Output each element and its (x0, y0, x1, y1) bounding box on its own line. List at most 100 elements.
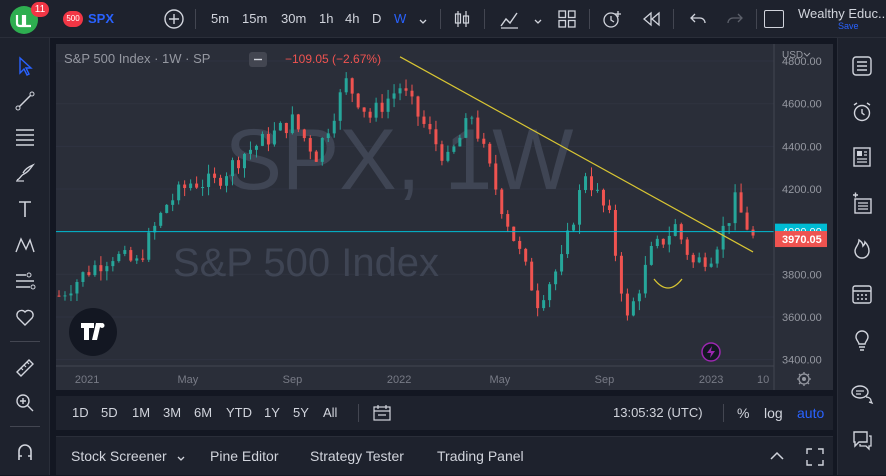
fib-retracement-icon[interactable] (13, 125, 37, 149)
clock[interactable]: 13:05:32 (UTC) (613, 405, 703, 420)
undo-icon[interactable] (687, 8, 709, 35)
interval-1h[interactable]: 1h (319, 11, 334, 26)
date-range-icon[interactable] (373, 405, 391, 426)
interval-30m[interactable]: 30m (281, 11, 307, 26)
time-tick-label: Sep (283, 374, 303, 386)
price-tick-label: 4200.00 (782, 184, 822, 196)
grid (56, 60, 774, 361)
interval-w[interactable]: W (394, 11, 407, 26)
lightbulb-icon[interactable] (850, 328, 874, 352)
candle-body (464, 118, 468, 138)
fullscreen-icon[interactable] (764, 10, 784, 28)
redo-icon[interactable] (724, 8, 746, 35)
time-tick-label: May (489, 374, 510, 386)
chevron-down-icon[interactable] (533, 14, 543, 32)
news-icon[interactable] (850, 145, 874, 169)
candle-body (482, 138, 486, 144)
indicators-icon[interactable] (498, 8, 520, 35)
candle-body (117, 253, 121, 262)
legend-change: −109.05 (−2.67%) (285, 52, 381, 66)
candle-body (123, 250, 127, 254)
bottom-panel-tabs: Stock Screener Pine Editor Strategy Test… (56, 436, 833, 475)
divider (673, 9, 674, 29)
range-ytd[interactable]: YTD (226, 405, 252, 420)
divider (195, 9, 196, 29)
add-list-icon[interactable] (850, 191, 874, 215)
chevron-up-icon[interactable] (768, 448, 786, 469)
time-tick-label: 2021 (75, 374, 99, 386)
text-icon[interactable] (13, 197, 37, 221)
trend-line-icon[interactable] (13, 89, 37, 113)
chat-icon[interactable] (850, 428, 874, 452)
tab-stock-screener[interactable]: Stock Screener (71, 448, 167, 464)
range-5y[interactable]: 5Y (293, 405, 309, 420)
range-3m[interactable]: 3M (163, 405, 182, 420)
cursor-icon[interactable] (13, 54, 37, 78)
tab-trading-panel[interactable]: Trading Panel (437, 448, 524, 464)
candles-icon[interactable] (451, 8, 473, 35)
replay-icon[interactable] (640, 8, 662, 35)
chevron-down-icon[interactable] (803, 52, 811, 57)
currency-label[interactable]: USD (782, 50, 803, 61)
range-5d[interactable]: 5D (101, 405, 118, 420)
interval-15m[interactable]: 15m (242, 11, 268, 26)
percent-toggle[interactable]: % (737, 405, 750, 421)
range-all[interactable]: All (323, 405, 338, 420)
log-toggle[interactable]: log (764, 405, 783, 421)
range-1d[interactable]: 1D (72, 405, 89, 420)
candle-body (320, 138, 324, 162)
magnet-icon[interactable] (13, 440, 37, 464)
divider (723, 404, 724, 422)
prediction-icon[interactable] (13, 269, 37, 293)
zoom-in-icon[interactable] (13, 391, 37, 415)
price-axis[interactable] (774, 44, 833, 390)
tradingview-logo-icon[interactable] (69, 308, 117, 356)
save-button[interactable]: Save (838, 21, 859, 31)
candle-body (607, 205, 611, 211)
candle-body (404, 88, 408, 91)
time-tick-label: 2023 (699, 374, 723, 386)
auto-toggle[interactable]: auto (797, 405, 825, 421)
alert-clock-icon[interactable] (601, 8, 623, 35)
settings-gear-icon[interactable] (797, 372, 811, 386)
interval-5m[interactable]: 5m (211, 11, 230, 26)
candle-body (57, 295, 61, 297)
range-1y[interactable]: 1Y (264, 405, 280, 420)
price-chart[interactable]: SPX, 1W S&P 500 Index USD 4800.00 4600.00… (56, 44, 833, 390)
tab-pine-editor[interactable]: Pine Editor (210, 448, 279, 464)
ruler-icon[interactable] (13, 356, 37, 380)
brush-icon[interactable] (13, 161, 37, 185)
alarm-clock-icon[interactable] (850, 100, 874, 124)
chat-bubbles-icon[interactable] (850, 382, 874, 406)
candle-body (601, 189, 605, 206)
candle-body (344, 78, 348, 93)
chevron-down-icon[interactable] (176, 451, 186, 469)
watchlist-icon[interactable] (850, 54, 874, 78)
maximize-icon[interactable] (806, 448, 824, 471)
cup-annotation[interactable] (653, 278, 683, 289)
compare-add-icon[interactable] (163, 8, 185, 30)
pattern-icon[interactable] (13, 233, 37, 257)
hotlist-fire-icon[interactable] (850, 237, 874, 261)
candle-body (284, 122, 288, 134)
interval-d[interactable]: D (372, 11, 382, 26)
interval-4h[interactable]: 4h (345, 11, 360, 26)
lightning-icon[interactable] (701, 342, 721, 362)
trend-line[interactable] (399, 56, 754, 253)
account-name[interactable]: Wealthy Educ... (798, 6, 886, 21)
layout-grid-icon[interactable] (556, 8, 578, 35)
divider (484, 9, 485, 29)
chart-pane[interactable]: SPX, 1W S&P 500 Index USD 4800.00 4600.00… (56, 44, 833, 390)
candle-body (595, 189, 599, 191)
tab-strategy-tester[interactable]: Strategy Tester (310, 448, 404, 464)
chevron-down-icon[interactable] (418, 14, 428, 32)
candle-body (75, 281, 79, 294)
range-6m[interactable]: 6M (194, 405, 213, 420)
calendar-icon[interactable] (850, 282, 874, 306)
price-tick-label: 3800.00 (782, 269, 822, 281)
symbol-search[interactable]: SPX (88, 11, 115, 26)
candle-body (105, 266, 109, 272)
candle-body (159, 212, 163, 226)
range-1m[interactable]: 1M (132, 405, 151, 420)
heart-icon[interactable] (13, 305, 37, 329)
